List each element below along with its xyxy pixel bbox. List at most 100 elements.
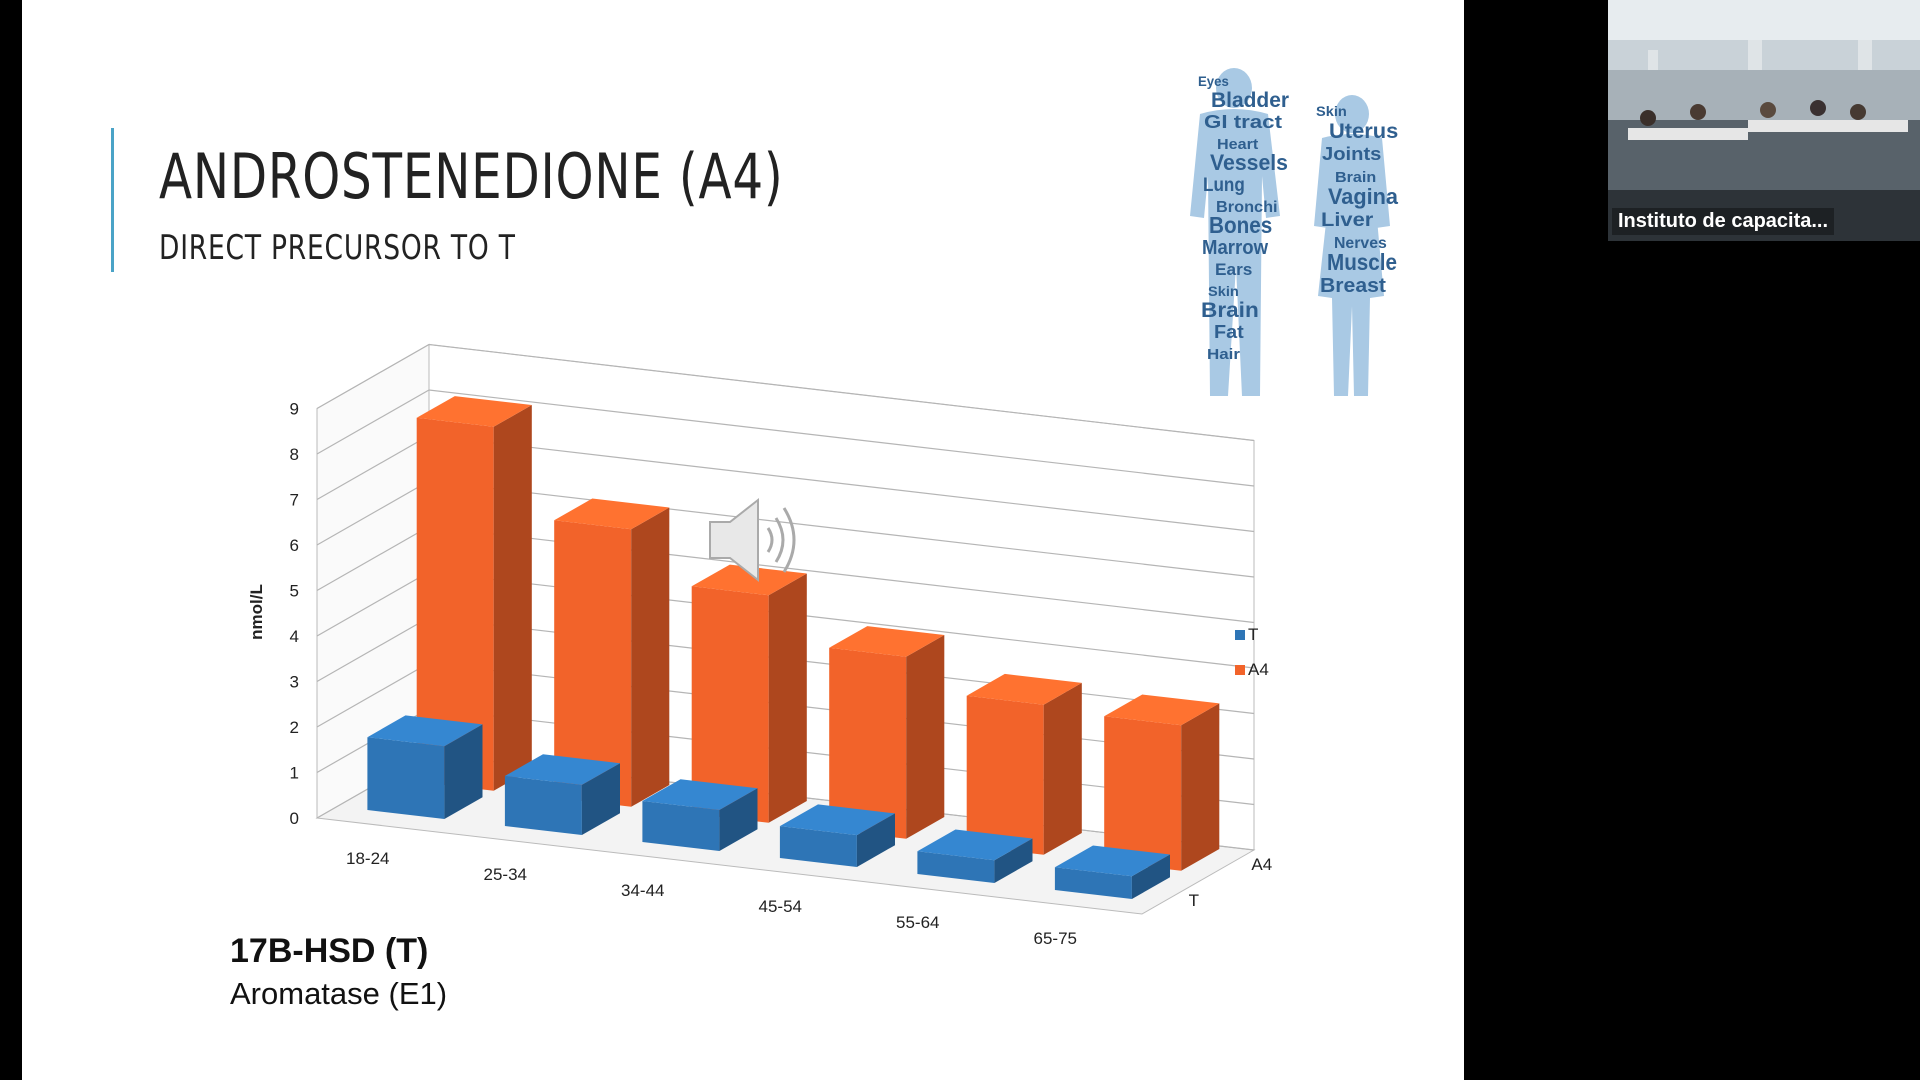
y-tick-label: 4 <box>290 627 299 646</box>
wordcloud-word: Brain <box>1201 299 1259 322</box>
wordcloud-word: Hair <box>1207 346 1240 363</box>
bar-chart: 0 1 2 3 4 5 6 7 8 9 18-24 25-34 34-44 45-54 55-64 65-7… <box>247 343 1273 948</box>
bar-t-65-75 <box>1054 845 1170 899</box>
bar-front-face <box>779 826 857 867</box>
bar-top-face <box>504 754 620 785</box>
footnote: Aromatase (E1) <box>230 976 448 1011</box>
gridline <box>316 389 1255 487</box>
chart-y-ticks: 0 1 2 3 4 5 6 7 8 9 <box>290 400 299 829</box>
y-tick-label: 0 <box>290 809 299 828</box>
bar-top-face <box>554 498 670 530</box>
legend-label: T <box>1248 625 1258 644</box>
title-accent-bar <box>111 128 114 272</box>
y-axis-label: nmol/L <box>247 584 266 640</box>
wordcloud-word: Heart <box>1217 136 1258 153</box>
chart-depth-labels: A4 T <box>1189 855 1273 910</box>
bar-top-face <box>691 564 807 596</box>
bar-side-face <box>1131 854 1170 899</box>
bar-side-face <box>1181 703 1220 871</box>
y-tick-label: 2 <box>290 718 299 737</box>
speaker-icon[interactable] <box>709 497 796 583</box>
gridline <box>316 343 1255 442</box>
depth-label-a4: A4 <box>1251 855 1272 874</box>
wordcloud-word: Brain <box>1335 169 1376 186</box>
bar-side-face <box>906 635 945 839</box>
bar-front-face <box>691 586 769 823</box>
wordcloud-word: Bladder <box>1211 89 1289 112</box>
bar-side-face <box>581 763 620 835</box>
bar-a4-65-75 <box>1104 694 1220 871</box>
bar-top-face <box>1054 845 1170 877</box>
bar-t-55-64 <box>917 829 1033 883</box>
bar-side-face <box>768 573 807 823</box>
slide: ANDROSTENEDIONE (A4) DIRECT PRECURSOR TO… <box>22 0 1464 1080</box>
bar-a4-55-64 <box>966 673 1082 855</box>
bar-t-45-54 <box>779 804 895 867</box>
bar-a4-45-54 <box>829 626 945 839</box>
bar-front-face <box>416 417 494 791</box>
x-tick-label: 45-54 <box>759 897 802 916</box>
bar-a4-18-24 <box>416 396 532 791</box>
bar-a4-25-34 <box>554 498 670 807</box>
wordcloud-word: Bronchi <box>1216 199 1278 216</box>
footnote-bold: 17B-HSD (T) <box>230 932 429 970</box>
chart-bars <box>367 396 1220 899</box>
wordcloud-word: Joints <box>1322 144 1381 164</box>
bar-front-face <box>554 520 632 807</box>
bar-side-face <box>994 838 1033 883</box>
x-tick-label: 65-75 <box>1034 929 1077 948</box>
bar-front-face <box>642 801 720 851</box>
webcam-caption: Instituto de capacita... <box>1612 208 1835 235</box>
webcam-video-frame <box>1608 0 1920 241</box>
bar-t-25-34 <box>504 754 620 835</box>
y-tick-label: 8 <box>290 445 299 464</box>
wordcloud-word: Vagina <box>1328 184 1399 209</box>
wordcloud-word: Muscle <box>1327 249 1397 275</box>
legend-swatch <box>1235 665 1245 675</box>
bar-front-face <box>966 695 1044 855</box>
depth-label-t: T <box>1189 891 1199 910</box>
y-tick-label: 6 <box>290 536 299 555</box>
bar-side-face <box>444 724 483 819</box>
bar-side-face <box>1043 682 1082 855</box>
bar-t-18-24 <box>367 715 483 819</box>
chart-x-ticks: 18-24 25-34 34-44 45-54 55-64 65-75 <box>346 849 1077 948</box>
x-tick-label: 25-34 <box>484 865 527 884</box>
x-tick-label: 18-24 <box>346 849 389 868</box>
bar-side-face <box>631 507 670 807</box>
wordcloud-word: Skin <box>1208 283 1239 299</box>
y-tick-label: 7 <box>290 491 299 510</box>
wordcloud-word: Marrow <box>1202 237 1268 259</box>
wordcloud-word: Lung <box>1203 175 1245 196</box>
bar-t-34-44 <box>642 779 758 851</box>
wordcloud-word: Nerves <box>1334 235 1387 252</box>
wordcloud-word: Fat <box>1214 322 1244 342</box>
wordcloud-word: Skin <box>1316 103 1347 119</box>
chart-legend: T A4 <box>1235 625 1269 679</box>
x-tick-label: 55-64 <box>896 913 939 932</box>
bar-top-face <box>367 715 483 747</box>
bar-top-face <box>779 804 895 836</box>
webcam-thumbnail[interactable]: Instituto de capacita... <box>1608 0 1920 241</box>
bar-top-face <box>966 673 1082 705</box>
bar-top-face <box>917 829 1033 861</box>
bar-front-face <box>367 737 445 819</box>
bar-front-face <box>504 776 582 835</box>
wordcloud-word: Breast <box>1320 275 1386 297</box>
x-tick-label: 34-44 <box>621 881 664 900</box>
y-tick-label: 3 <box>290 673 299 692</box>
bar-top-face <box>642 779 758 810</box>
bar-top-face <box>416 396 532 427</box>
wordcloud-word: Bones <box>1209 212 1272 238</box>
bar-front-face <box>1104 716 1182 871</box>
bar-a4-34-44 <box>691 564 807 823</box>
slide-subtitle: DIRECT PRECURSOR TO T <box>159 228 516 268</box>
y-tick-label: 5 <box>290 582 299 601</box>
bar-front-face <box>829 647 907 839</box>
wordcloud-word: Vessels <box>1210 150 1288 175</box>
female-silhouette <box>1314 95 1390 396</box>
wordcloud-word: Eyes <box>1198 73 1229 89</box>
